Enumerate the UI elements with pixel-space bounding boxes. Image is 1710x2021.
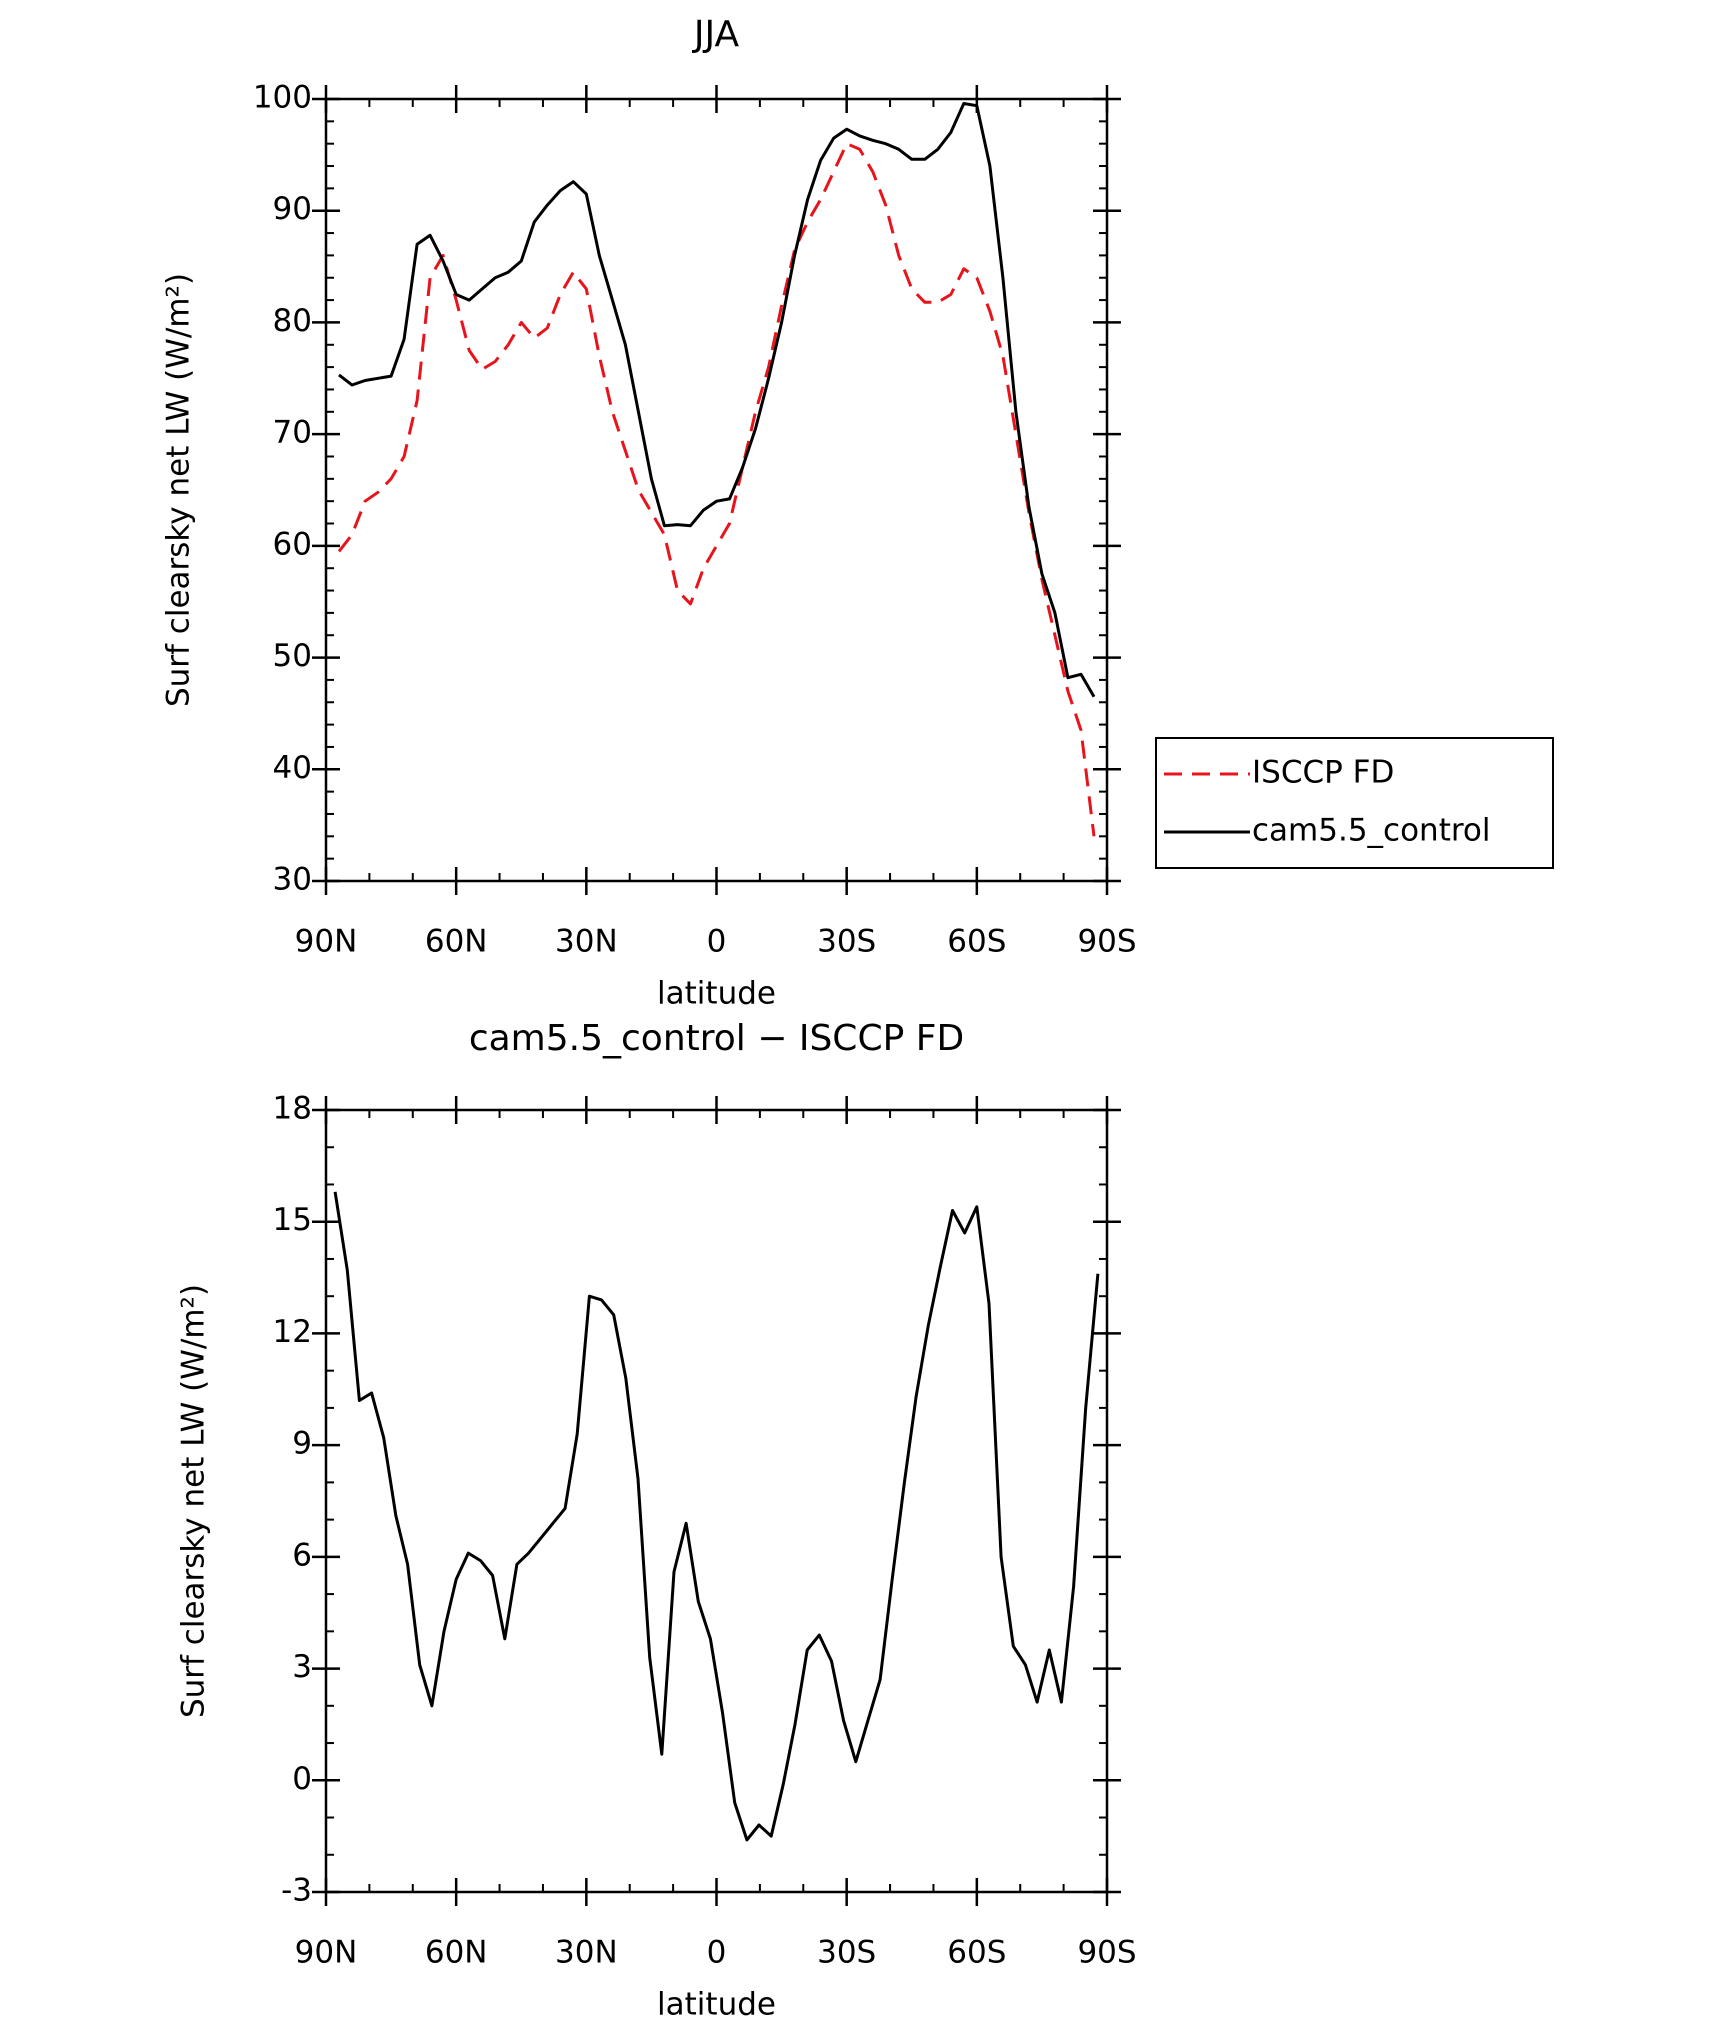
y-tick-label: 90	[273, 191, 312, 227]
x-tick-label: 60S	[947, 924, 1006, 960]
legend-label: ISCCP FD	[1252, 755, 1394, 791]
plot-frame	[324, 97, 1109, 883]
y-tick-label: 15	[273, 1202, 312, 1238]
y-tick-label: 50	[273, 638, 312, 674]
y-tick-label: 3	[292, 1649, 312, 1685]
y-tick-label: -3	[281, 1873, 312, 1909]
x-tick-label: 30N	[555, 924, 618, 960]
y-axis-label: Surf clearsky net LW (W/m²)	[176, 1284, 212, 1718]
y-tick-label: 80	[273, 303, 312, 339]
x-tick-label: 60S	[947, 1935, 1006, 1971]
x-axis-label: latitude	[657, 1987, 776, 2021]
y-axis-label: Surf clearsky net LW (W/m²)	[161, 273, 197, 707]
x-tick-label: 90N	[295, 924, 358, 960]
y-tick-label: 9	[292, 1426, 312, 1462]
x-tick-label: 30N	[555, 1935, 618, 1971]
data-line	[333, 1191, 1100, 1842]
x-tick-label: 90N	[295, 1935, 358, 1971]
y-tick-label: 100	[253, 80, 312, 116]
y-tick-label: 30	[273, 862, 312, 898]
x-tick-label: 90S	[1077, 1935, 1136, 1971]
chart-title: JJA	[692, 14, 740, 55]
x-tick-label: 60N	[425, 924, 488, 960]
x-tick-label: 30S	[817, 924, 876, 960]
x-tick-label: 0	[707, 924, 727, 960]
y-tick-label: 70	[273, 415, 312, 451]
y-tick-label: 18	[273, 1091, 312, 1127]
x-axis-label: latitude	[657, 976, 776, 1012]
y-tick-label: 12	[273, 1314, 312, 1350]
x-tick-label: 90S	[1077, 924, 1136, 960]
y-tick-label: 40	[273, 750, 312, 786]
y-tick-label: 0	[292, 1761, 312, 1797]
y-tick-label: 60	[273, 526, 312, 562]
plot-frame	[324, 1108, 1109, 1894]
x-tick-label: 30S	[817, 1935, 876, 1971]
y-tick-label: 6	[292, 1537, 312, 1573]
data-line	[337, 142, 1096, 837]
x-tick-label: 60N	[425, 1935, 488, 1971]
chart-title: cam5.5_control − ISCCP FD	[469, 1018, 964, 1059]
x-tick-label: 0	[707, 1935, 727, 1971]
legend-label: cam5.5_control	[1252, 813, 1491, 849]
legend-box	[1155, 737, 1554, 869]
data-line	[338, 102, 1096, 698]
